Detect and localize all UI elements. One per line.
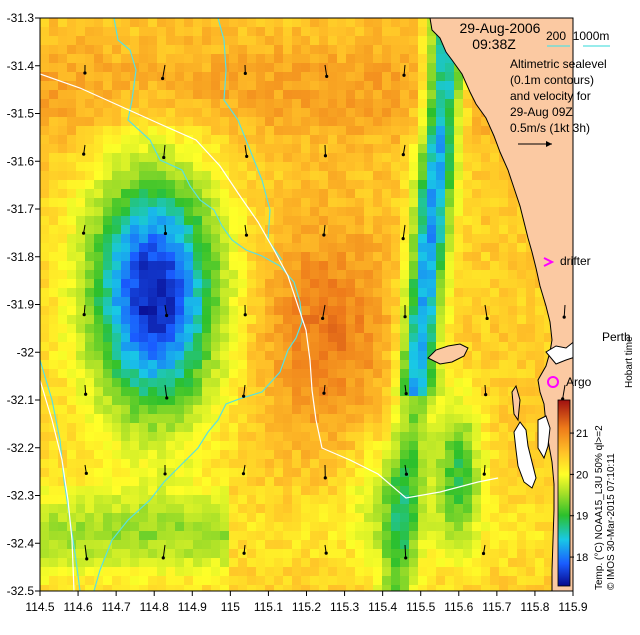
velocity-vector-head: [83, 71, 86, 74]
colorbar-tick-label: 18: [576, 552, 588, 564]
y-tick-label: -31.6: [7, 154, 35, 168]
velocity-vector-head: [162, 556, 165, 559]
isobath-legend-text: 200 1000m: [546, 29, 609, 43]
y-tick-label: -32.3: [7, 489, 35, 503]
header-time: 09:38Z: [472, 36, 516, 52]
y-tick-label: -31.8: [7, 250, 35, 264]
colorbar-tick-label: 20: [576, 469, 588, 481]
x-tick-label: 114.6: [64, 600, 93, 614]
y-axis: -31.3 -31.4 -31.5 -31.6 -31.7 -31.8 -31.9 -32 -3…: [7, 11, 40, 598]
x-tick-label: 115.1: [254, 600, 283, 614]
x-tick-label: 114.7: [102, 600, 131, 614]
legend-line-5: 0.5m/s (1kt 3h): [510, 121, 590, 135]
velocity-vector-head: [163, 472, 166, 475]
velocity-vector-head: [402, 74, 405, 77]
velocity-vector-head: [161, 77, 164, 80]
x-tick-label: 115.6: [444, 600, 473, 614]
argo-label: Argo: [566, 375, 592, 389]
velocity-vector-head: [164, 232, 167, 235]
x-tick-label: 115.4: [368, 600, 397, 614]
velocity-vector-head: [325, 75, 328, 78]
velocity-vector-head: [405, 392, 408, 395]
velocity-vector-head: [165, 314, 168, 317]
x-tick-label: 114.8: [140, 600, 169, 614]
velocity-vector-head: [82, 232, 85, 235]
velocity-vector-head: [242, 472, 245, 475]
velocity-vector-head: [162, 156, 165, 159]
y-tick-label: -32.4: [7, 536, 35, 550]
legend-line-3: and velocity for: [510, 89, 591, 103]
colorbar-tick-label: 21: [576, 428, 588, 440]
velocity-vector-head: [402, 237, 405, 240]
x-tick-label: 114.9: [178, 600, 207, 614]
velocity-vector-head: [404, 556, 407, 559]
x-tick-label: 114.5: [25, 600, 54, 614]
velocity-vector-head: [84, 393, 87, 396]
legend-line-1: Altimetric sealevel: [510, 57, 607, 71]
velocity-vector-head: [486, 317, 489, 320]
x-tick-label: 115.5: [406, 600, 435, 614]
x-axis: 114.5 114.6 114.7 114.8 114.9 115 115.1 115.2 11…: [25, 591, 587, 614]
velocity-vector-head: [244, 72, 247, 75]
colorbar-tick-label: 19: [576, 511, 588, 523]
y-tick-label: -31.5: [7, 107, 35, 121]
velocity-vector-head: [245, 234, 248, 237]
velocity-vector-head: [82, 152, 85, 155]
velocity-vector-head: [484, 393, 487, 396]
legend-line-2: (0.1m contours): [510, 73, 594, 87]
velocity-vector-head: [321, 317, 324, 320]
drifter-label: drifter: [560, 254, 591, 268]
velocity-vector-head: [405, 473, 408, 476]
velocity-vector-head: [85, 557, 88, 560]
y-tick-label: -31.9: [7, 298, 35, 312]
hobart-label: Hobart time: [624, 336, 635, 388]
velocity-vector-head: [244, 313, 247, 316]
velocity-vector-head: [242, 395, 245, 398]
velocity-vector-head: [245, 155, 248, 158]
x-tick-label: 115.2: [292, 600, 321, 614]
velocity-vector-head: [563, 316, 566, 319]
x-tick-label: 115.3: [330, 600, 359, 614]
x-tick-label: 115.7: [482, 600, 511, 614]
y-tick-label: -32: [17, 345, 35, 359]
y-tick-label: -32.2: [7, 441, 35, 455]
velocity-vector-head: [322, 233, 325, 236]
y-tick-label: -31.3: [7, 11, 35, 25]
velocity-vector-head: [482, 552, 485, 555]
velocity-vector-head: [85, 472, 88, 475]
header-date: 29-Aug-2006: [460, 20, 541, 36]
velocity-vector-head: [403, 315, 406, 318]
colorbar-title: Temp. (°C) NOAA15_L3U 50% ql>=2: [594, 425, 605, 590]
y-tick-label: -31.7: [7, 202, 35, 216]
velocity-vector-head: [483, 473, 486, 476]
velocity-vector-head: [325, 552, 328, 555]
velocity-vector-head: [242, 552, 245, 555]
x-tick-label: 115: [221, 600, 240, 614]
velocity-vector-head: [324, 154, 327, 157]
velocity-vector-head: [402, 153, 405, 156]
legend-line-4: 29-Aug 09Z: [510, 105, 573, 119]
velocity-vector-head: [324, 476, 327, 479]
y-tick-label: -32.1: [7, 393, 35, 407]
colorbar: [558, 400, 570, 586]
y-tick-label: -32.5: [7, 584, 35, 598]
y-tick-label: -31.4: [7, 59, 35, 73]
velocity-vector-head: [165, 396, 168, 399]
velocity-vector-head: [83, 313, 86, 316]
credit-text: © IMOS 30-Mar-2015 07:10:11: [606, 453, 617, 590]
velocity-vector-head: [322, 392, 325, 395]
x-tick-label: 115.9: [558, 600, 587, 614]
x-tick-label: 115.8: [520, 600, 549, 614]
